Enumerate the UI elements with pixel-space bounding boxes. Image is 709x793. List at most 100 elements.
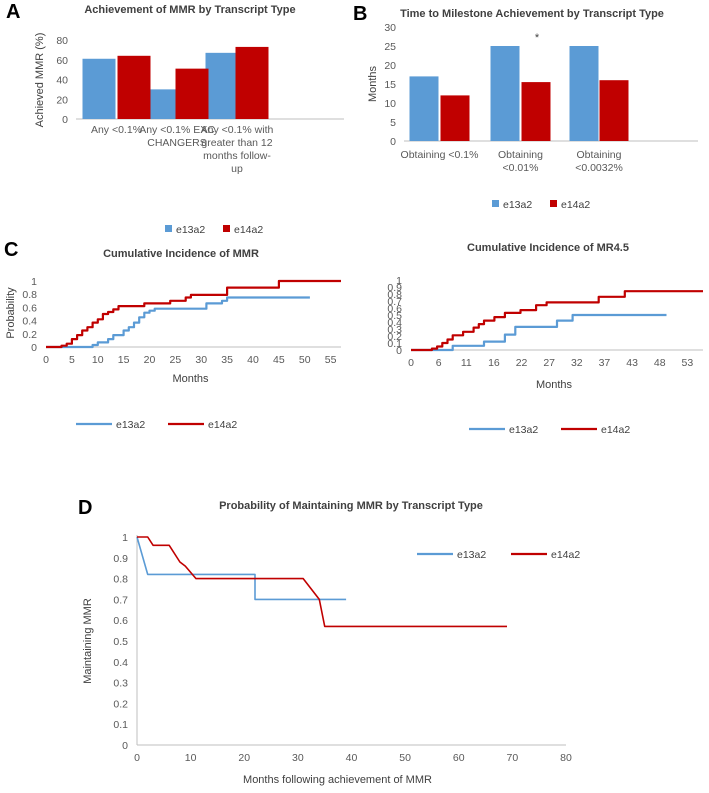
C2-y-tick: 0.8	[387, 289, 402, 301]
C1-x-tick: 40	[247, 354, 259, 366]
B-legend-marker-e14a2	[550, 200, 557, 207]
C1-x-tick: 10	[92, 354, 104, 366]
B-y-tick: 15	[384, 79, 396, 91]
C1-legend-label-e13a2: e13a2	[116, 419, 145, 431]
D-x-tick: 40	[346, 752, 358, 764]
D-x-tick: 50	[399, 752, 411, 764]
A-legend-label-e14a2: e14a2	[234, 224, 263, 236]
B-category-label: Obtaining	[498, 149, 543, 161]
C1-x-tick: 5	[69, 354, 75, 366]
D-y-tick: 1	[122, 532, 128, 544]
panel-label-d: D	[78, 497, 92, 519]
C1-x-axis-label: Months	[172, 373, 209, 385]
C1-x-tick: 35	[221, 354, 233, 366]
B-y-tick: 20	[384, 60, 396, 72]
B-bar-e14a2	[440, 95, 470, 141]
D-y-tick: 0.2	[113, 698, 128, 710]
A-legend-marker-e13a2	[165, 225, 172, 232]
D-y-tick: 0.5	[113, 636, 128, 648]
C2-y-tick: 0.9	[387, 282, 402, 294]
A-category-label: greater than 12	[201, 137, 272, 149]
B-chart-title: Time to Milestone Achievement by Transcr…	[400, 8, 664, 20]
B-y-tick: 30	[384, 22, 396, 34]
B-y-tick: 5	[390, 117, 396, 129]
A-bar-e14a2	[117, 55, 151, 119]
D-y-tick: 0.9	[113, 553, 128, 565]
C1-y-tick: 0.8	[22, 289, 37, 301]
C2-series-line-e14a2	[411, 290, 703, 352]
B-category-label: <0.0032%	[575, 162, 623, 174]
D-x-tick: 20	[238, 752, 250, 764]
C1-x-tick: 50	[299, 354, 311, 366]
C1-x-tick: 0	[43, 354, 49, 366]
C2-x-tick: 27	[543, 357, 555, 369]
A-bar-e13a2	[145, 89, 179, 119]
C2-x-tick: 37	[599, 357, 611, 369]
A-y-tick: 40	[56, 75, 68, 87]
B-significance-marker: *	[535, 32, 540, 44]
C2-x-tick: 22	[516, 357, 528, 369]
A-legend-label-e13a2: e13a2	[176, 224, 205, 236]
C1-legend-label-e14a2: e14a2	[208, 419, 237, 431]
C1-x-tick: 30	[195, 354, 207, 366]
B-y-tick: 0	[390, 136, 396, 148]
C2-chart-title: Cumulative Incidence of MR4.5	[467, 242, 629, 254]
B-bar-e14a2	[599, 80, 629, 141]
C1-y-tick: 0.6	[22, 302, 37, 314]
A-bar-e13a2	[82, 58, 116, 119]
D-y-axis-label: Maintaining MMR	[82, 598, 94, 684]
C2-x-tick: 0	[408, 357, 414, 369]
B-category-label: Obtaining	[577, 149, 622, 161]
B-legend-label-e14a2: e14a2	[561, 199, 590, 211]
B-y-tick: 25	[384, 41, 396, 53]
A-category-label: up	[231, 163, 243, 175]
A-category-label: months follow-	[203, 150, 271, 162]
A-category-label: CHANGERS	[147, 137, 207, 149]
A-bar-e13a2	[205, 52, 239, 119]
D-x-tick: 70	[507, 752, 519, 764]
D-y-tick: 0.7	[113, 594, 128, 606]
D-y-tick: 0	[122, 740, 128, 752]
C2-y-tick: 0.5	[387, 310, 402, 322]
A-bar-e14a2	[175, 68, 209, 119]
C1-y-tick: 0	[31, 342, 37, 354]
C2-y-tick: 0.7	[387, 296, 402, 308]
D-y-tick: 0.8	[113, 574, 128, 586]
A-y-tick: 60	[56, 55, 68, 67]
D-y-tick: 0.4	[113, 657, 128, 669]
D-y-tick: 0.3	[113, 678, 128, 690]
A-legend-marker-e14a2	[223, 225, 230, 232]
C1-series-line-e13a2	[46, 296, 310, 349]
B-legend-marker-e13a2	[492, 200, 499, 207]
C1-y-tick: 1	[31, 276, 37, 288]
C1-y-tick: 0.4	[22, 316, 37, 328]
A-category-label: Any <0.1% EXC	[139, 124, 215, 136]
D-x-tick: 30	[292, 752, 304, 764]
C2-x-tick: 48	[654, 357, 666, 369]
C2-x-tick: 16	[488, 357, 500, 369]
A-y-tick: 20	[56, 94, 68, 106]
D-x-tick: 0	[134, 752, 140, 764]
C2-series-line-e13a2	[411, 313, 667, 352]
A-category-label: Any <0.1% with	[201, 124, 274, 136]
B-bar-e14a2	[521, 82, 551, 141]
A-bar-e14a2	[235, 46, 269, 119]
D-x-tick: 60	[453, 752, 465, 764]
A-chart-title: Achievement of MMR by Transcript Type	[84, 4, 295, 16]
panel-label-a: A	[6, 1, 20, 23]
C2-x-axis-label: Months	[536, 379, 573, 391]
panel-label-b: B	[353, 3, 367, 25]
C2-y-tick: 0.3	[387, 324, 402, 336]
A-y-tick: 80	[56, 35, 68, 47]
D-series-line-e14a2	[137, 536, 507, 628]
A-category-label: Any <0.1%	[91, 124, 142, 136]
B-category-label: <0.01%	[503, 162, 539, 174]
D-x-tick: 80	[560, 752, 572, 764]
C2-y-tick: 0.6	[387, 303, 402, 315]
C2-x-tick: 11	[461, 357, 472, 369]
C2-x-tick: 6	[436, 357, 442, 369]
C1-x-tick: 20	[144, 354, 156, 366]
B-bar-e13a2	[569, 46, 599, 141]
C2-x-tick: 43	[626, 357, 638, 369]
